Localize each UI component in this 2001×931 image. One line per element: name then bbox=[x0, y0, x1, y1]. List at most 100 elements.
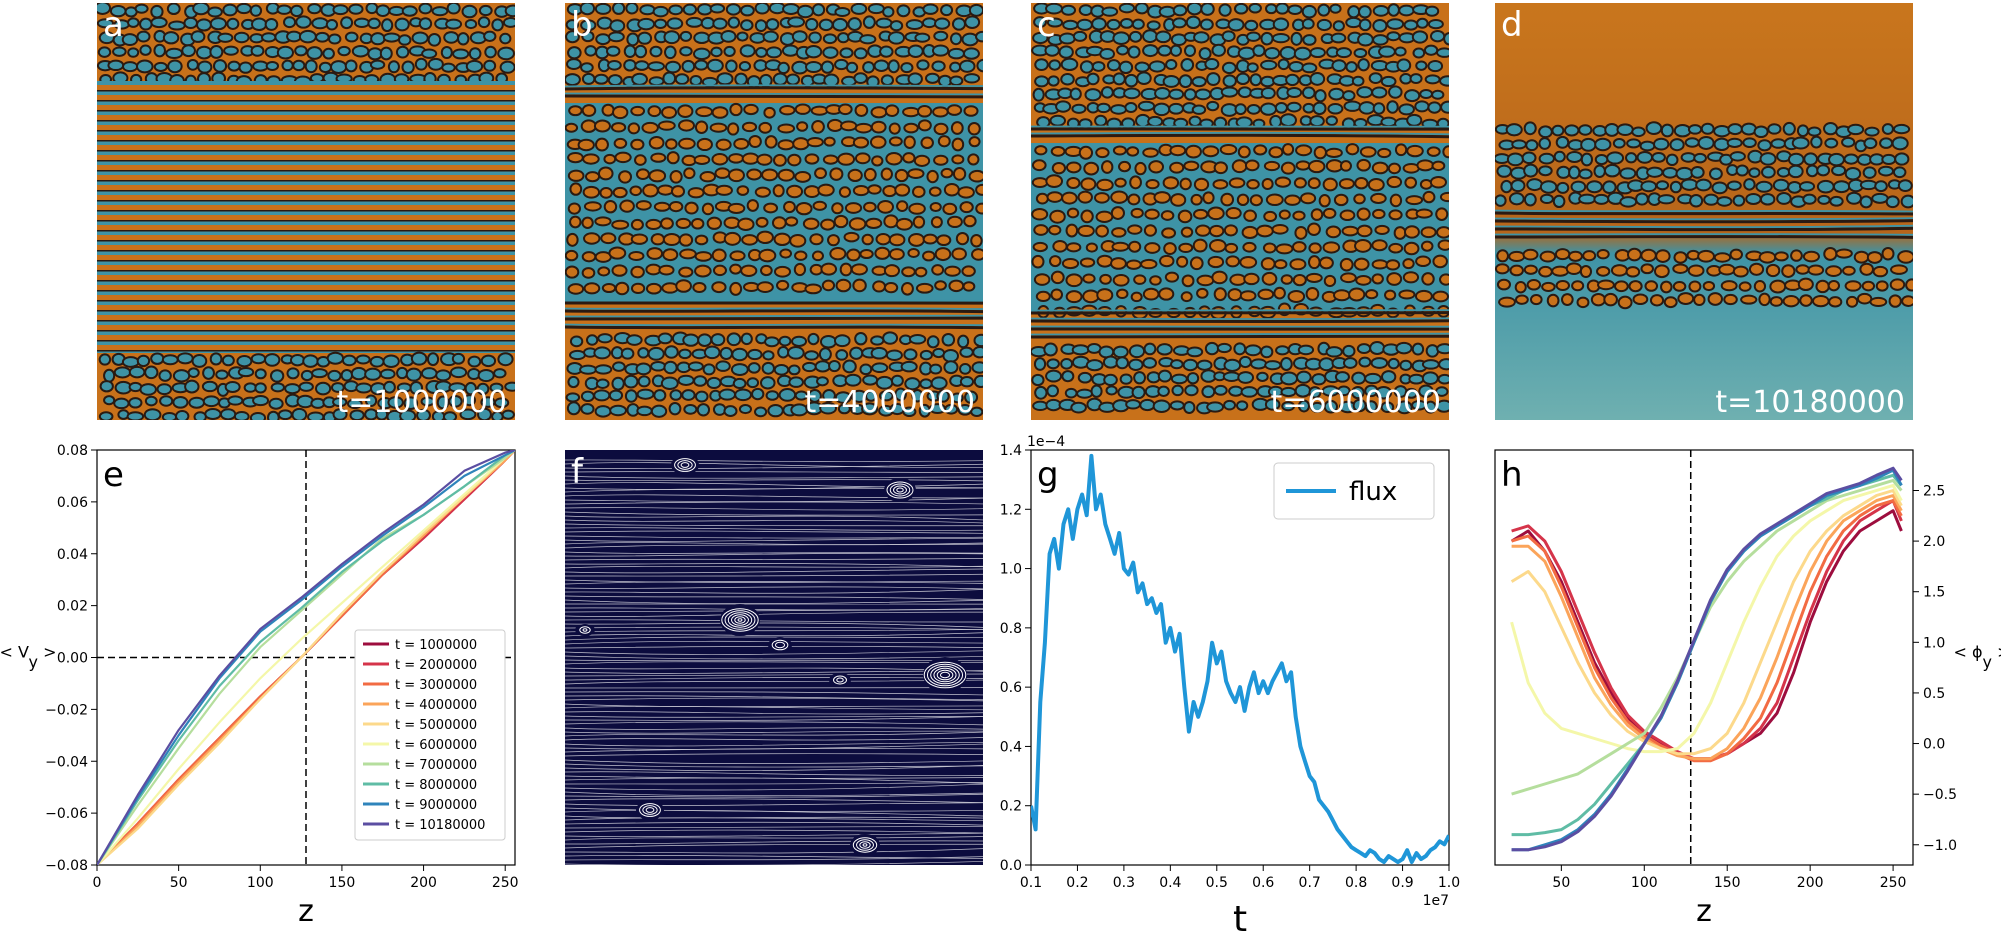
eddy-contour bbox=[933, 667, 957, 683]
streamline-panel-f: f bbox=[565, 450, 983, 865]
eddy-contour bbox=[582, 628, 588, 632]
y-tick-label: 2.5 bbox=[1923, 483, 1945, 499]
y-tick-label: −0.02 bbox=[45, 702, 88, 718]
eddy-contour bbox=[936, 669, 954, 681]
legend-entry: flux bbox=[1349, 477, 1397, 507]
y-tick-label: −1.0 bbox=[1923, 838, 1957, 854]
series-line bbox=[97, 450, 515, 865]
pattern-image bbox=[1031, 3, 1449, 420]
eddy-contour bbox=[579, 626, 591, 634]
legend-entry: t = 2000000 bbox=[395, 658, 477, 673]
y-tick-label: 0.6 bbox=[1000, 680, 1022, 696]
chart-g: 0.1 0.2 0.3 0.4 0.5 0.6 0.7 0.8 0.9 1.0 0.0 0.2 0.4 0… bbox=[1000, 434, 1460, 931]
eddy-contour bbox=[771, 639, 789, 651]
y-tick-label: −0.5 bbox=[1923, 787, 1957, 803]
eddy-contour bbox=[896, 487, 904, 493]
true: < Vy > bbox=[0, 643, 56, 672]
y-tick-label: −0.06 bbox=[45, 806, 88, 822]
series-line bbox=[1511, 466, 1903, 852]
series-line bbox=[97, 450, 515, 865]
eddy-contour bbox=[926, 663, 964, 687]
streamline-group bbox=[565, 459, 983, 865]
y-tick-label: 0.00 bbox=[57, 651, 88, 667]
x-tick-label: 0.4 bbox=[1159, 875, 1181, 891]
y-tick-label: 0.02 bbox=[57, 599, 88, 615]
y-tick-label: 1.0 bbox=[1923, 635, 1945, 651]
series-line bbox=[97, 450, 515, 865]
x-tick-label: 0.2 bbox=[1066, 875, 1088, 891]
chart-h: 50 100 150 200 250 −1.0 −0.5 0.0 0.5 1.0 1.5 2.0 2.5… bbox=[1494, 449, 2001, 929]
x-tick-label: 250 bbox=[1880, 875, 1907, 891]
eddy-contour bbox=[930, 665, 960, 685]
eddy-contour bbox=[721, 608, 759, 632]
legend-entry: t = 10180000 bbox=[395, 818, 485, 833]
x-tick-label: 50 bbox=[1552, 875, 1570, 891]
eddy-contour bbox=[731, 614, 749, 626]
pattern-image bbox=[1495, 3, 1913, 420]
y-tick-label: −0.08 bbox=[45, 858, 88, 874]
y-tick-label: 0.04 bbox=[57, 547, 88, 563]
series-line bbox=[1510, 483, 1903, 754]
time-label: t=10180000 bbox=[1715, 385, 1905, 420]
x-axis-label: t bbox=[1233, 899, 1247, 931]
x-tick-label: 0.7 bbox=[1299, 875, 1321, 891]
eddy-contour bbox=[939, 671, 951, 679]
chart-e: 0 50 100 150 200 250 −0.08 −0.06 −0.04 −0.02 0.00 0… bbox=[0, 443, 519, 929]
y-tick-label: 1.5 bbox=[1923, 585, 1945, 601]
eddy-contour bbox=[680, 462, 690, 468]
y-tick-label: 0.4 bbox=[1000, 739, 1022, 755]
eddy-contour bbox=[639, 803, 661, 817]
eddy-contour bbox=[889, 483, 911, 497]
eddy-contour bbox=[645, 807, 655, 813]
panel-label: e bbox=[103, 455, 124, 495]
y-tick-label: 0.06 bbox=[57, 495, 88, 511]
pattern-image bbox=[97, 3, 515, 420]
legend-entry: t = 5000000 bbox=[395, 718, 477, 733]
x-tick-label: 0.1 bbox=[1020, 875, 1042, 891]
streamline-image bbox=[565, 450, 983, 865]
eddy-contour bbox=[856, 839, 874, 851]
x-axis-label: z bbox=[1696, 894, 1712, 929]
snapshot-panel-a: a t=1000000 bbox=[97, 3, 515, 420]
eddy-contour bbox=[923, 661, 967, 689]
x-tick-label: 50 bbox=[170, 875, 188, 891]
panel-label: h bbox=[1501, 455, 1523, 495]
series-group bbox=[97, 450, 515, 865]
series-line bbox=[1031, 453, 1449, 864]
eddy-contour bbox=[774, 641, 786, 649]
x-tick-label: 0.3 bbox=[1113, 875, 1135, 891]
legend-entry: t = 6000000 bbox=[395, 738, 477, 753]
true: < ϕy > bbox=[1953, 643, 2001, 672]
legend-entry: t = 1000000 bbox=[395, 638, 477, 653]
eddy-contour bbox=[836, 677, 844, 683]
legend-entry: t = 7000000 bbox=[395, 758, 477, 773]
eddy-contour bbox=[734, 616, 746, 624]
series-line bbox=[97, 450, 515, 865]
panel-label: d bbox=[1501, 5, 1523, 45]
pattern-group bbox=[97, 3, 515, 420]
series-line bbox=[97, 450, 515, 865]
x-tick-label: 250 bbox=[492, 875, 519, 891]
panel-label: g bbox=[1037, 455, 1059, 495]
series-group bbox=[1510, 450, 1903, 865]
series-line bbox=[1511, 494, 1903, 761]
eddy-contour bbox=[893, 485, 907, 495]
eddy-contour bbox=[859, 841, 871, 849]
legend-entry: t = 9000000 bbox=[395, 798, 477, 813]
x-tick-label: 150 bbox=[1714, 875, 1741, 891]
time-label: t=6000000 bbox=[1270, 385, 1441, 420]
series-line bbox=[1511, 478, 1903, 796]
pattern-group bbox=[1031, 3, 1449, 420]
eddy-contour bbox=[642, 805, 658, 815]
y-tick-label: 1.4 bbox=[1000, 443, 1022, 459]
panel-label: f bbox=[571, 452, 583, 492]
series-line bbox=[1511, 499, 1903, 763]
eddy-contour bbox=[674, 458, 696, 472]
eddy-contour bbox=[727, 612, 753, 628]
y-tick-label: −0.04 bbox=[45, 754, 88, 770]
y-multiplier: 1e−4 bbox=[1027, 434, 1065, 450]
legend-box bbox=[1273, 462, 1435, 520]
snapshot-panel-c: c t=6000000 bbox=[1031, 3, 1449, 420]
eddy-contour bbox=[737, 618, 743, 622]
